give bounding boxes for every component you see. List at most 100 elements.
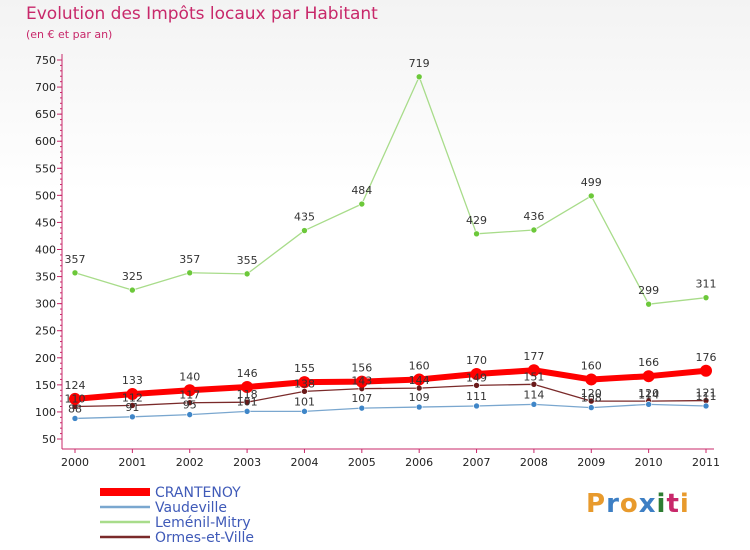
data-point [301, 388, 308, 395]
data-point [358, 404, 366, 412]
data-point [415, 73, 423, 81]
data-point [183, 384, 196, 397]
data-point [700, 364, 712, 377]
y-tick-label: 300 [35, 298, 56, 311]
data-label: 109 [409, 391, 430, 404]
y-tick-label: 200 [35, 352, 56, 365]
data-point [527, 364, 540, 377]
data-point [69, 392, 81, 405]
data-point [126, 388, 139, 401]
y-tick-label: 250 [35, 325, 56, 338]
data-label: 160 [581, 359, 602, 372]
logo-letter: i [679, 489, 690, 519]
data-label: 429 [466, 214, 487, 227]
proxiti-logo: Proxiti [586, 489, 690, 519]
legend-label: Leménil-Mitry [155, 515, 251, 531]
data-point [355, 375, 368, 388]
logo-letter: t [666, 489, 680, 519]
logo-letter: o [619, 489, 639, 519]
data-point [71, 415, 79, 422]
data-point [530, 226, 538, 234]
data-point [702, 294, 710, 301]
data-point [642, 370, 655, 383]
data-label: 151 [523, 370, 544, 383]
x-tick-label: 2004 [290, 456, 318, 469]
logo-letter: r [606, 489, 620, 519]
data-point [241, 381, 254, 394]
data-labels: 124 133 140 146 155 156 160 170 177 160 166 176 88 91… [65, 57, 717, 416]
legend: CRANTENOYVaudevilleLeménil-MitryOrmes-et… [100, 485, 254, 546]
data-label: 138 [294, 377, 315, 390]
x-tick-label: 2007 [463, 456, 491, 469]
x-tick-label: 2001 [118, 456, 146, 469]
y-tick-label: 750 [35, 54, 56, 67]
data-point [702, 402, 710, 410]
data-label: 719 [409, 57, 430, 70]
data-point [298, 376, 311, 389]
x-tick-label: 2010 [635, 456, 663, 469]
data-label: 121 [696, 387, 717, 400]
data-point [243, 408, 251, 415]
data-point [413, 373, 426, 386]
data-point [473, 382, 480, 389]
x-tick-label: 2009 [577, 456, 605, 469]
chart-subtitle: (en € et par an) [26, 28, 113, 41]
data-point [186, 399, 194, 407]
data-label: 499 [581, 176, 602, 189]
series-line [74, 383, 707, 408]
data-label: 107 [351, 392, 372, 405]
data-label: 124 [65, 379, 86, 392]
data-label: 112 [122, 391, 143, 404]
data-label: 114 [523, 388, 544, 401]
data-point [587, 192, 595, 200]
data-label: 95 [183, 399, 197, 412]
logo-letter: x [638, 489, 657, 519]
data-point [129, 286, 136, 294]
data-label: 156 [351, 362, 372, 375]
data-label: 160 [409, 359, 430, 372]
data-point [186, 269, 194, 277]
data-label: 111 [696, 390, 717, 403]
logo-letter: i [656, 489, 667, 519]
data-label: 170 [466, 354, 487, 367]
data-label: 101 [294, 395, 315, 408]
y-tick-label: 600 [35, 135, 56, 148]
legend-label: Ormes-et-Ville [155, 530, 254, 546]
y-tick-label: 150 [35, 379, 56, 392]
y-tick-label: 350 [35, 271, 56, 284]
data-label: 118 [237, 388, 258, 401]
logo-letter: P [586, 489, 607, 519]
series-line [74, 76, 707, 305]
data-label: 436 [523, 210, 544, 223]
data-point [243, 398, 251, 406]
data-label: 325 [122, 270, 143, 283]
data-point [587, 404, 595, 411]
y-tick-label: 100 [35, 406, 56, 419]
data-label: 88 [68, 402, 82, 415]
y-tick-label: 50 [42, 433, 56, 446]
data-label: 110 [65, 393, 86, 406]
y-tick-label: 700 [35, 81, 56, 94]
axes: 50 100 150 200 250 300 350 400 450 500 550 600 650 70… [35, 54, 720, 469]
y-tick-label: 450 [35, 216, 56, 229]
data-label: 176 [696, 351, 717, 364]
data-label: 133 [122, 374, 143, 387]
data-label: 357 [179, 253, 200, 266]
series-line [74, 367, 707, 402]
x-tick-label: 2011 [692, 456, 720, 469]
data-point [470, 368, 483, 381]
data-point [587, 397, 595, 405]
series-lines [69, 73, 712, 422]
data-point [530, 381, 538, 388]
data-label: 140 [179, 370, 200, 383]
data-label: 101 [237, 395, 258, 408]
data-point [645, 300, 652, 308]
y-tick-label: 650 [35, 108, 56, 121]
data-label: 117 [179, 389, 200, 402]
data-point [71, 269, 79, 277]
data-point [301, 408, 308, 415]
series-line [74, 403, 707, 420]
data-label: 357 [65, 253, 86, 266]
